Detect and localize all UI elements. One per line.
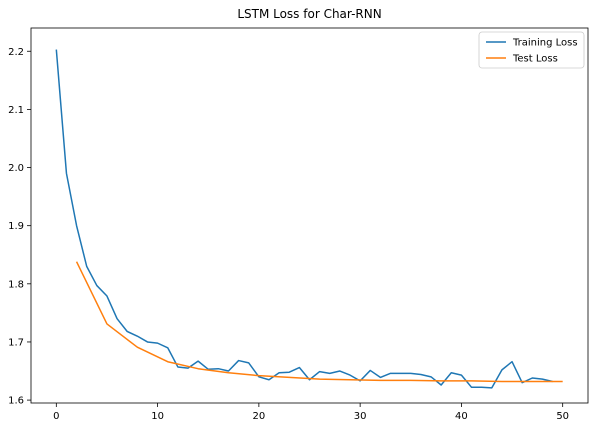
- x-tick-label: 10: [151, 411, 164, 422]
- y-tick-label: 1.6: [8, 396, 24, 407]
- x-tick-label: 50: [556, 411, 569, 422]
- legend-box: [478, 31, 585, 69]
- x-tick-label: 20: [252, 411, 265, 422]
- legend-label: Test Loss: [512, 54, 558, 65]
- y-tick-label: 1.9: [8, 221, 24, 232]
- x-tick-label: 0: [53, 411, 59, 422]
- y-tick-label: 2.0: [8, 163, 24, 174]
- y-tick-label: 1.7: [8, 337, 24, 348]
- series-line-test-loss: [75, 261, 563, 383]
- x-tick-label: 40: [455, 411, 468, 422]
- axes: 0 10 20 30 40 50 1.6 1.7 1.8 1.9 2.0 2.1 2.2: [8, 27, 589, 422]
- series-line-training-loss: [55, 49, 553, 389]
- y-tick-label: 2.2: [8, 47, 24, 58]
- y-tick-label: 1.8: [8, 279, 24, 290]
- x-tick-label: 30: [354, 411, 367, 422]
- y-tick-label: 2.1: [8, 105, 24, 116]
- legend: Training Loss Test Loss: [478, 31, 585, 69]
- legend-label: Training Loss: [512, 38, 578, 49]
- plot-frame: [30, 27, 589, 404]
- chart-title: LSTM Loss for Char-RNN: [237, 7, 381, 21]
- plot-area: [55, 49, 563, 389]
